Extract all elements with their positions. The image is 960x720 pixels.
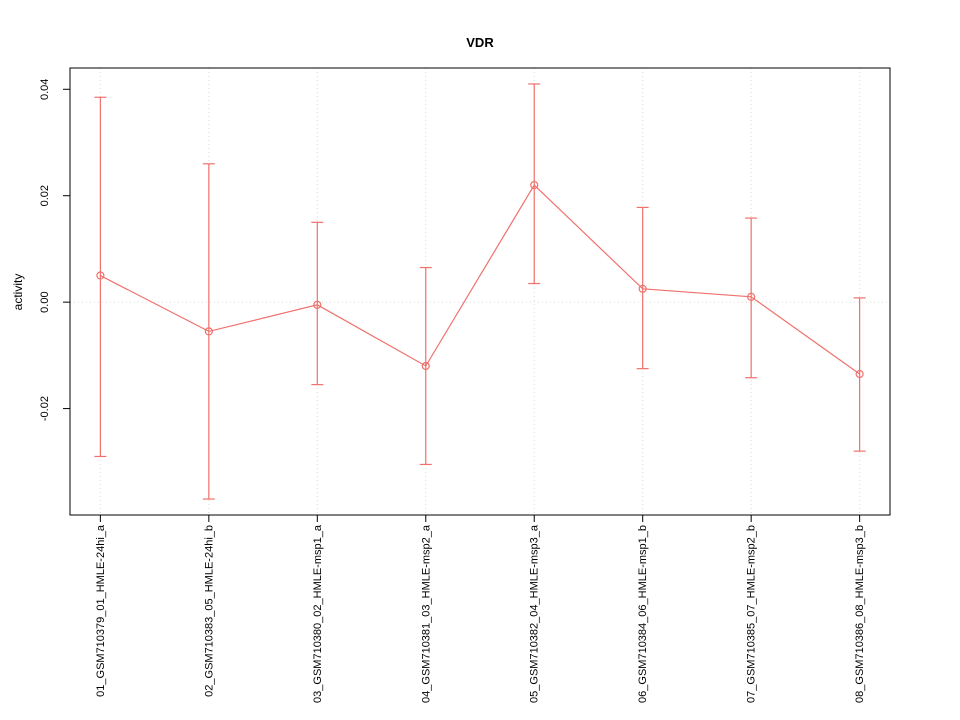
plot-border — [69, 67, 891, 516]
y-tick-label: 0.04 — [39, 79, 51, 100]
y-tick-label: 0.00 — [39, 291, 51, 312]
x-tick-label: 08_GSM710386_08_HMLE-msp3_b — [854, 525, 866, 703]
chart-title: VDR — [466, 35, 494, 50]
y-tick-label: 0.02 — [39, 185, 51, 206]
data-point — [855, 369, 864, 379]
data-point — [96, 271, 105, 280]
x-tick-label: 03_GSM710380_02_HMLE-msp1_a — [312, 524, 324, 703]
data-point — [421, 361, 430, 371]
x-tick-label: 06_GSM710384_06_HMLE-msp1_b — [637, 525, 649, 703]
y-tick-label: -0.02 — [39, 396, 51, 421]
x-tick-label: 05_GSM710382_04_HMLE-msp3_a — [529, 524, 541, 703]
x-tick-label: 01_GSM710379_01_HMLE-24hi_a — [95, 524, 107, 697]
data-point — [204, 327, 213, 336]
data-point — [747, 292, 756, 301]
series-line — [100, 184, 860, 375]
data-point — [638, 284, 647, 293]
x-tick-label: 02_GSM710383_05_HMLE-24hi_b — [203, 525, 215, 697]
data-point — [530, 180, 539, 190]
x-tick-label: 07_GSM710385_07_HMLE-msp2_b — [746, 525, 758, 703]
plot-area: -0.02 0.00 0.02 0.04 01_GSM710379_01_HMLE-24… — [39, 67, 891, 703]
x-tick-label: 04_GSM710381_03_HMLE-msp2_a — [420, 524, 432, 703]
y-axis-label: activity — [11, 274, 25, 311]
data-point — [313, 300, 322, 309]
